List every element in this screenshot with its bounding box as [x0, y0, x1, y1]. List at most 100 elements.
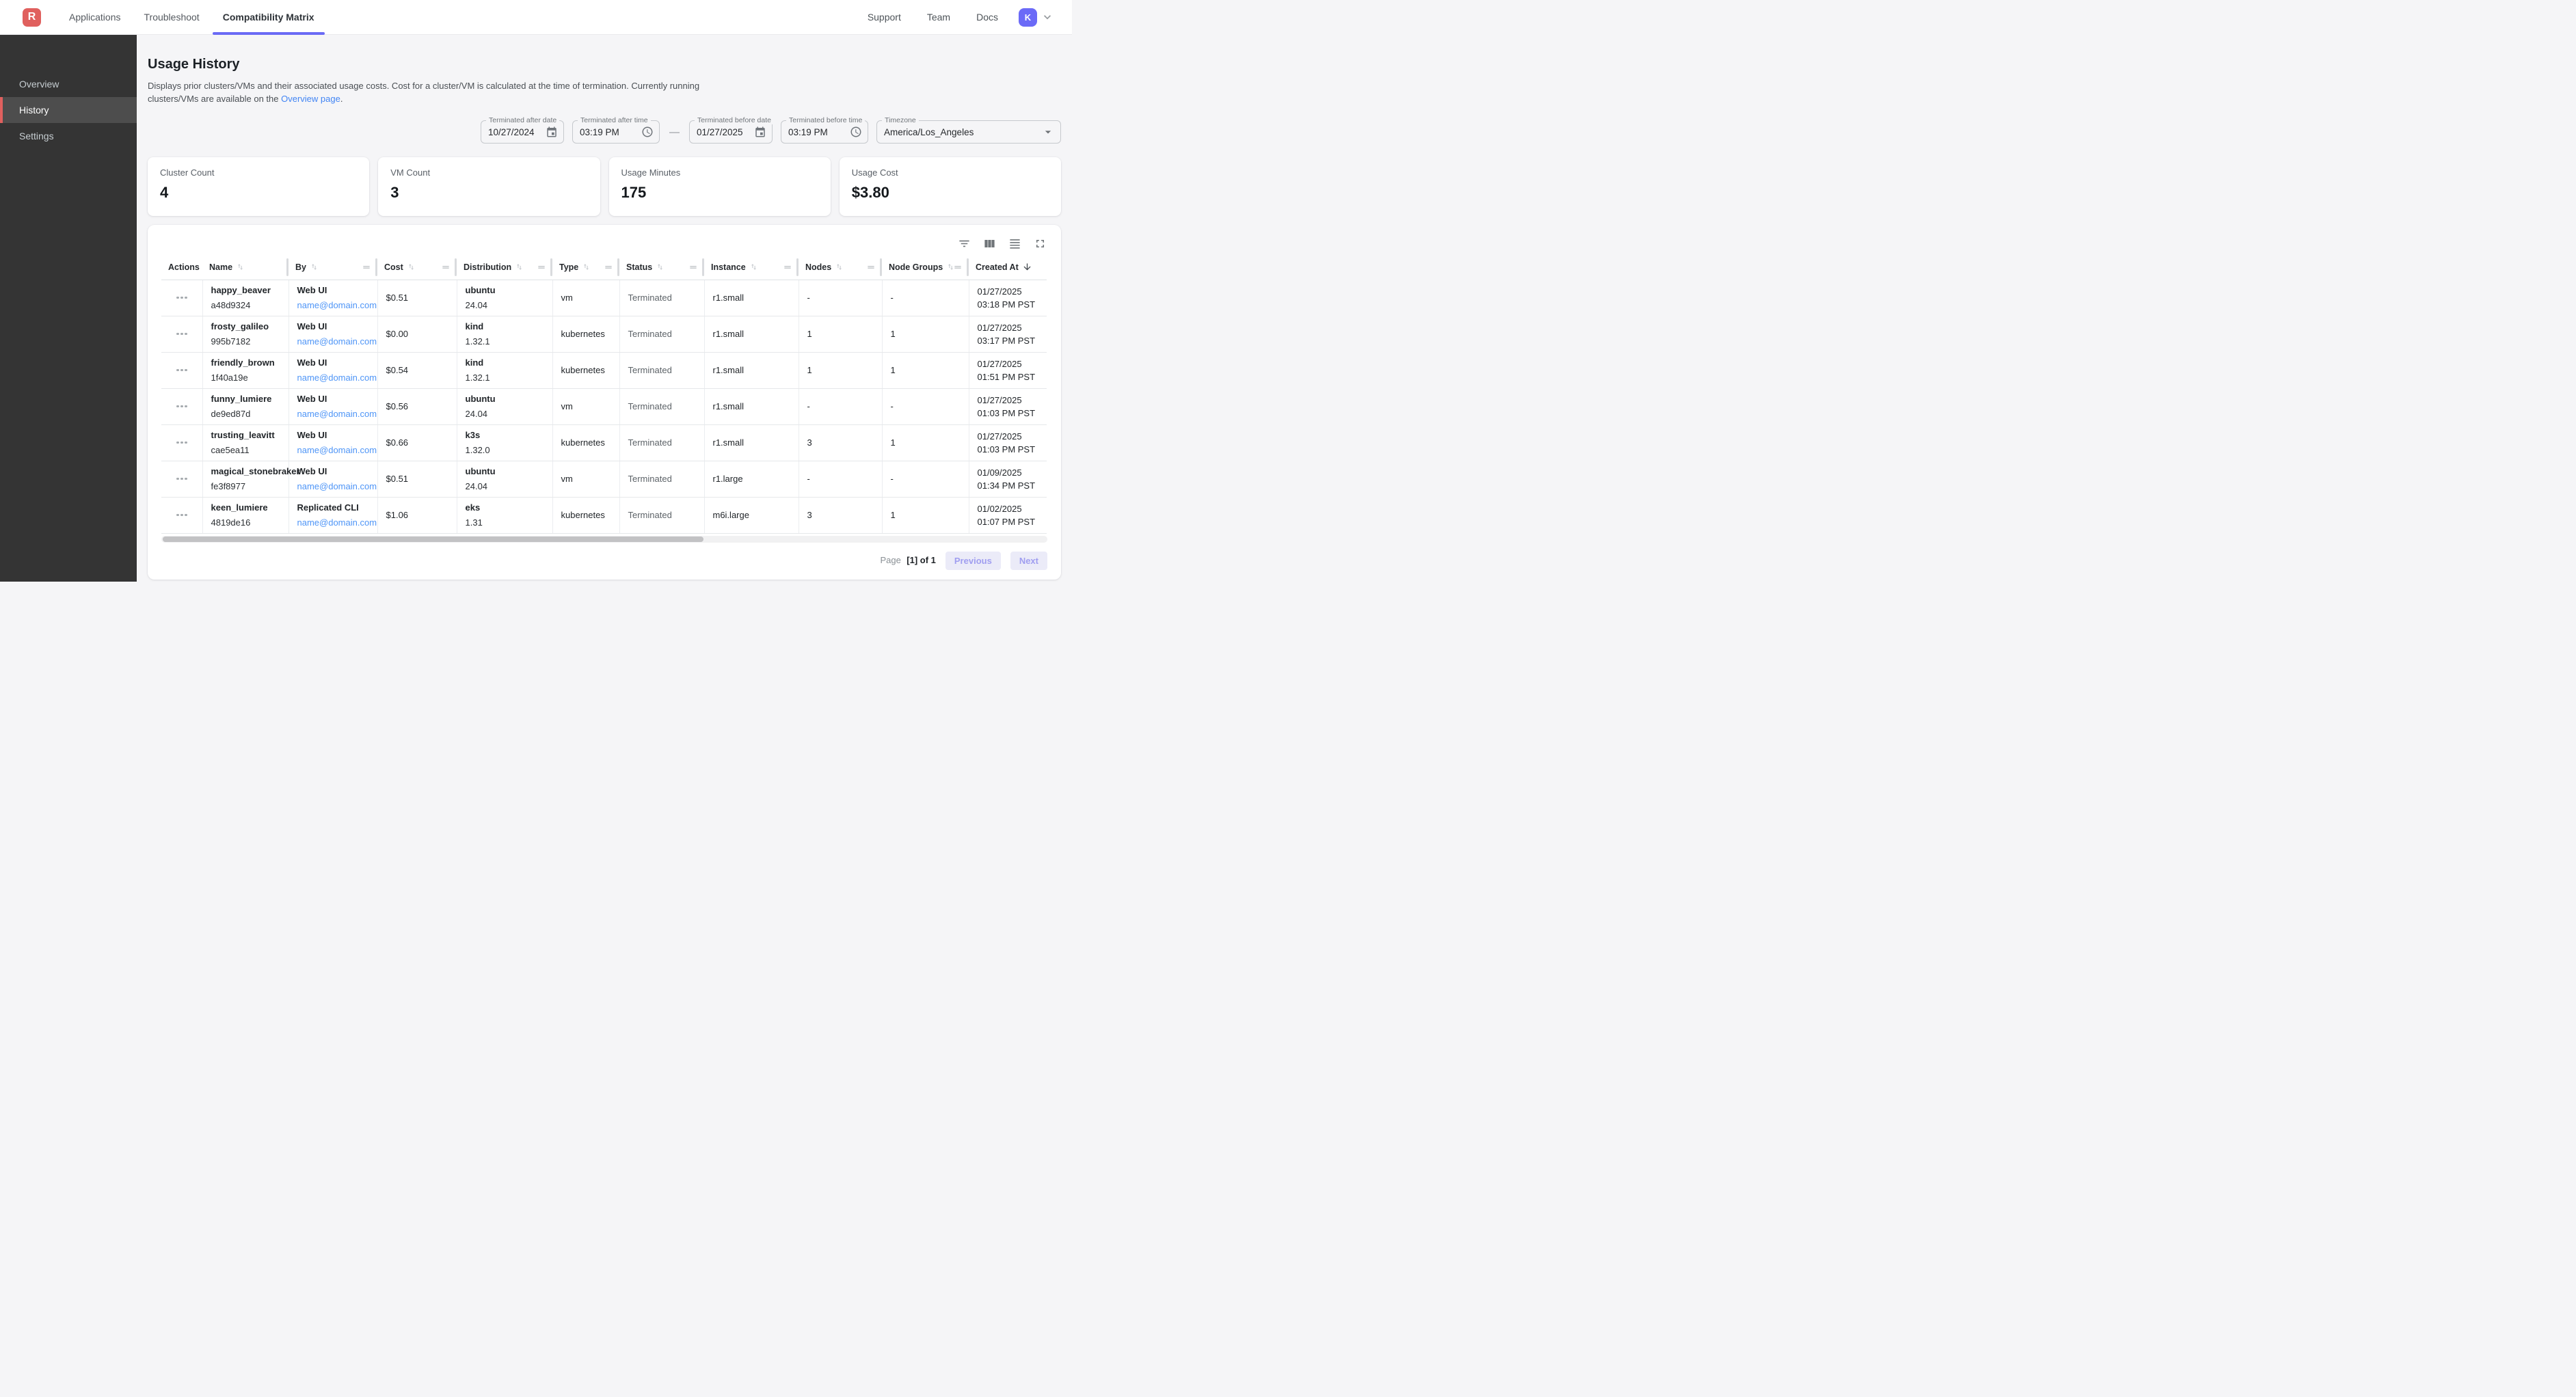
columns-icon[interactable] [982, 236, 997, 251]
sidebar-item-settings[interactable]: Settings [19, 131, 54, 141]
actions-cell [161, 497, 203, 534]
calendar-icon[interactable] [546, 126, 558, 138]
node-groups-cell: - [882, 461, 969, 498]
terminated-before-time-field[interactable]: Terminated before time 03:19 PM [781, 116, 868, 144]
row-actions-button[interactable] [170, 510, 194, 521]
column-header-distribution[interactable]: Distribution [457, 255, 552, 280]
terminated-after-time-field[interactable]: Terminated after time 03:19 PM [572, 116, 660, 144]
column-grab-icon[interactable] [537, 262, 546, 272]
column-header-nodes[interactable]: Nodes [799, 255, 882, 280]
docs-link[interactable]: Docs [976, 12, 998, 23]
column-resize-handle[interactable] [375, 258, 377, 276]
nodes-cell: - [799, 461, 883, 498]
creator-email-link[interactable]: name@domain.com [297, 517, 377, 528]
name-cell: magical_stonebraker fe3f8977 [202, 461, 300, 498]
column-header-instance[interactable]: Instance [704, 255, 799, 280]
created-at-cell: 01/27/2025 03:18 PM PST [969, 280, 1047, 316]
column-resize-handle[interactable] [796, 258, 799, 276]
page-info: [1] of 1 [907, 555, 936, 565]
column-grab-icon[interactable] [441, 262, 451, 272]
previous-page-button[interactable]: Previous [945, 551, 1001, 570]
clock-icon[interactable] [641, 126, 654, 138]
chevron-down-icon[interactable] [1041, 10, 1054, 24]
app-root: R Applications Troubleshoot Compatibilit… [0, 0, 1072, 582]
page-title: Usage History [148, 57, 240, 72]
status-cell: Terminated [619, 424, 705, 461]
avatar[interactable]: K [1019, 8, 1037, 27]
column-header-by[interactable]: By [289, 255, 377, 280]
creator-email-link[interactable]: name@domain.com [297, 444, 377, 455]
cluster-id: cae5ea11 [211, 444, 250, 455]
tab-compatibility-matrix[interactable]: Compatibility Matrix [211, 0, 326, 35]
column-header-type[interactable]: Type [552, 255, 619, 280]
distribution-cell: k3s 1.32.0 [457, 424, 553, 461]
description-line2: clusters/VMs are available on the [148, 94, 282, 104]
replicated-logo[interactable]: R [23, 8, 41, 27]
timezone-select[interactable]: Timezone America/Los_Angeles [876, 116, 1061, 144]
column-resize-handle[interactable] [702, 258, 704, 276]
filter-icon[interactable] [956, 236, 971, 251]
creator-email-link[interactable]: name@domain.com [297, 336, 377, 347]
team-link[interactable]: Team [926, 12, 951, 23]
support-link[interactable]: Support [867, 12, 901, 23]
column-header-created-at[interactable]: Created At [969, 255, 1047, 280]
terminated-before-date-label: Terminated before date [695, 116, 774, 124]
actions-cell [161, 280, 203, 316]
creator-email-link[interactable]: name@domain.com [297, 408, 377, 419]
row-actions-button[interactable] [170, 401, 194, 412]
type-cell: vm [552, 280, 620, 316]
column-resize-handle[interactable] [617, 258, 619, 276]
column-grab-icon[interactable] [362, 262, 371, 272]
creator-email-link[interactable]: name@domain.com [297, 299, 377, 310]
column-header-node-groups[interactable]: Node Groups [882, 255, 969, 280]
dropdown-caret-icon[interactable] [1041, 125, 1055, 139]
cost-cell: $0.51 [377, 461, 457, 498]
column-grab-icon[interactable] [688, 262, 698, 272]
column-label: Instance [711, 262, 746, 272]
column-resize-handle[interactable] [286, 258, 289, 276]
column-resize-handle[interactable] [455, 258, 457, 276]
calendar-icon[interactable] [754, 126, 766, 138]
row-actions-button[interactable] [170, 329, 194, 340]
column-resize-handle[interactable] [967, 258, 969, 276]
next-page-button[interactable]: Next [1010, 551, 1047, 570]
sort-icon [837, 264, 842, 271]
sidebar-item-overview[interactable]: Overview [19, 79, 59, 90]
sidebar-item-history[interactable]: History [0, 97, 137, 123]
column-grab-icon[interactable] [953, 262, 963, 272]
clock-icon[interactable] [850, 126, 862, 138]
column-resize-handle[interactable] [550, 258, 552, 276]
table-row: keen_lumiere 4819de16 Replicated CLI nam… [161, 497, 1047, 534]
table-row: happy_beaver a48d9324 Web UI name@domain… [161, 280, 1047, 316]
creator-source: Web UI [297, 357, 327, 368]
horizontal-scrollbar-track[interactable] [161, 535, 1047, 543]
column-label: Actions [168, 262, 200, 272]
overview-page-link[interactable]: Overview page [281, 94, 340, 104]
creator-email-link[interactable]: name@domain.com [297, 480, 377, 491]
row-actions-button[interactable] [170, 365, 194, 376]
row-actions-button[interactable] [170, 293, 194, 303]
tab-troubleshoot[interactable]: Troubleshoot [144, 12, 200, 23]
status-cell: Terminated [619, 280, 705, 316]
created-time: 01:03 PM PST [977, 407, 1036, 418]
column-header-name[interactable]: Name [202, 255, 289, 280]
row-actions-button[interactable] [170, 437, 194, 448]
column-grab-icon[interactable] [866, 262, 876, 272]
created-date: 01/27/2025 [977, 394, 1022, 405]
column-header-status[interactable]: Status [619, 255, 704, 280]
fullscreen-icon[interactable] [1032, 236, 1047, 251]
density-icon[interactable] [1007, 236, 1022, 251]
horizontal-scrollbar-thumb[interactable] [163, 536, 703, 542]
name-cell: keen_lumiere 4819de16 [202, 497, 289, 534]
terminated-before-date-field[interactable]: Terminated before date 01/27/2025 [689, 116, 774, 144]
terminated-after-date-field[interactable]: Terminated after date 10/27/2024 [481, 116, 564, 144]
column-grab-icon[interactable] [604, 262, 613, 272]
row-actions-button[interactable] [170, 474, 194, 485]
column-grab-icon[interactable] [783, 262, 792, 272]
column-header-cost[interactable]: Cost [377, 255, 457, 280]
cost-cell: $0.56 [377, 388, 457, 425]
tab-applications[interactable]: Applications [69, 12, 121, 23]
column-resize-handle[interactable] [880, 258, 882, 276]
table-row: frosty_galileo 995b7182 Web UI name@doma… [161, 316, 1047, 353]
creator-email-link[interactable]: name@domain.com [297, 372, 377, 383]
